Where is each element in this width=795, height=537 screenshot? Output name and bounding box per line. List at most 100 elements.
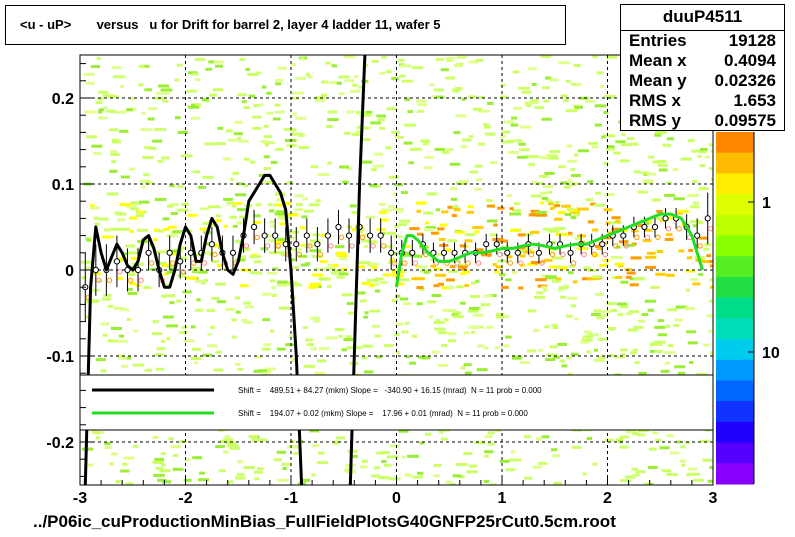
- heat-cell: [326, 336, 338, 340]
- legend-box: [79, 374, 714, 431]
- heat-cell: [175, 116, 181, 120]
- heat-cell: [191, 103, 196, 107]
- heat-cell: [160, 91, 170, 95]
- heat-cell: [152, 139, 163, 143]
- heat-cell: [397, 135, 404, 139]
- profile-point-alt: [634, 234, 640, 241]
- heat-cell: [426, 192, 437, 196]
- heat-cell: [446, 285, 455, 289]
- heat-cell: [497, 206, 505, 210]
- heat-cell: [487, 102, 494, 105]
- heat-cell: [567, 296, 578, 300]
- heat-cell: [278, 306, 290, 310]
- heat-cell: [186, 89, 197, 93]
- heat-cell: [195, 280, 204, 283]
- heat-cell: [592, 228, 599, 232]
- heat-cell: [251, 253, 258, 257]
- heat-cell: [472, 107, 483, 111]
- heat-cell: [164, 272, 169, 276]
- heat-cell: [370, 262, 379, 266]
- heat-cell: [383, 344, 394, 348]
- heat-cell: [127, 287, 133, 291]
- heat-cell: [343, 338, 353, 342]
- heat-cell: [599, 263, 608, 267]
- heat-cell: [582, 472, 587, 476]
- heat-cell: [398, 209, 404, 213]
- color-scale-cell: [716, 132, 754, 154]
- heat-cell: [423, 270, 430, 274]
- heat-cell: [647, 308, 654, 312]
- heat-cell: [407, 110, 413, 114]
- heat-cell: [348, 311, 356, 315]
- heat-cell: [273, 251, 285, 255]
- heat-cell: [460, 145, 468, 149]
- heat-cell: [472, 313, 484, 317]
- heat-cell: [104, 446, 113, 449]
- heat-cell: [424, 432, 431, 436]
- heat-cell: [195, 308, 203, 312]
- color-scale-cell: [716, 380, 754, 402]
- heat-cell: [548, 156, 559, 160]
- heat-cell: [692, 282, 701, 286]
- heat-cell: [654, 325, 666, 329]
- heat-cell: [603, 162, 609, 166]
- profile-point: [345, 232, 353, 239]
- heat-cell: [184, 339, 195, 343]
- heat-cell: [370, 121, 381, 125]
- heat-cell: [509, 212, 521, 216]
- heat-cell: [230, 177, 235, 181]
- heat-cell: [541, 285, 547, 289]
- color-scale-cell: [716, 235, 754, 257]
- profile-point-alt: [697, 243, 703, 249]
- profile-point: [641, 223, 648, 231]
- y-tick-label: 0.1: [52, 177, 74, 194]
- heat-cell: [527, 349, 536, 353]
- heat-cell: [434, 147, 445, 151]
- heat-cell: [654, 133, 662, 137]
- heat-cell: [336, 254, 348, 258]
- stats-row-entries: Entries 19128: [621, 31, 784, 51]
- heat-cell: [567, 179, 572, 183]
- heat-cell: [169, 267, 177, 271]
- heat-cell: [567, 271, 574, 275]
- heat-cell: [331, 271, 338, 275]
- heat-cell: [711, 320, 713, 324]
- heat-cell: [363, 138, 371, 141]
- heat-cell: [530, 209, 540, 213]
- heat-cell: [262, 292, 272, 296]
- heat-cell: [198, 185, 206, 189]
- heat-cell: [535, 278, 547, 282]
- heat-cell: [524, 476, 533, 480]
- heat-cell: [638, 372, 647, 375]
- heat-cell: [554, 200, 560, 204]
- heat-cell: [493, 223, 498, 227]
- black-fit-curve: [83, 173, 304, 485]
- heat-cell: [213, 244, 224, 248]
- heat-cell: [650, 285, 660, 289]
- heat-cell: [413, 254, 423, 258]
- heat-cell: [685, 269, 696, 273]
- heat-cell: [81, 260, 93, 264]
- profile-point: [145, 249, 152, 256]
- heat-cell: [402, 253, 414, 257]
- heat-cell: [395, 351, 401, 354]
- heat-cell: [104, 442, 111, 446]
- heat-cell: [499, 95, 508, 99]
- heat-cell: [276, 450, 286, 454]
- heat-cell: [179, 331, 188, 334]
- heat-cell: [554, 204, 561, 208]
- heat-cell: [470, 295, 480, 298]
- heat-cell: [94, 279, 103, 283]
- heat-cell: [306, 343, 315, 347]
- heat-cell: [422, 142, 429, 146]
- heat-cell: [388, 204, 394, 208]
- heat-cell: [438, 363, 448, 367]
- heat-cell: [327, 284, 332, 288]
- heat-cell: [206, 308, 215, 312]
- heat-cell: [311, 473, 316, 477]
- heat-cell: [647, 251, 656, 255]
- heat-cell: [290, 63, 297, 67]
- color-scale-cell: [716, 276, 754, 299]
- heat-cell: [224, 435, 231, 439]
- heat-cell: [551, 448, 558, 452]
